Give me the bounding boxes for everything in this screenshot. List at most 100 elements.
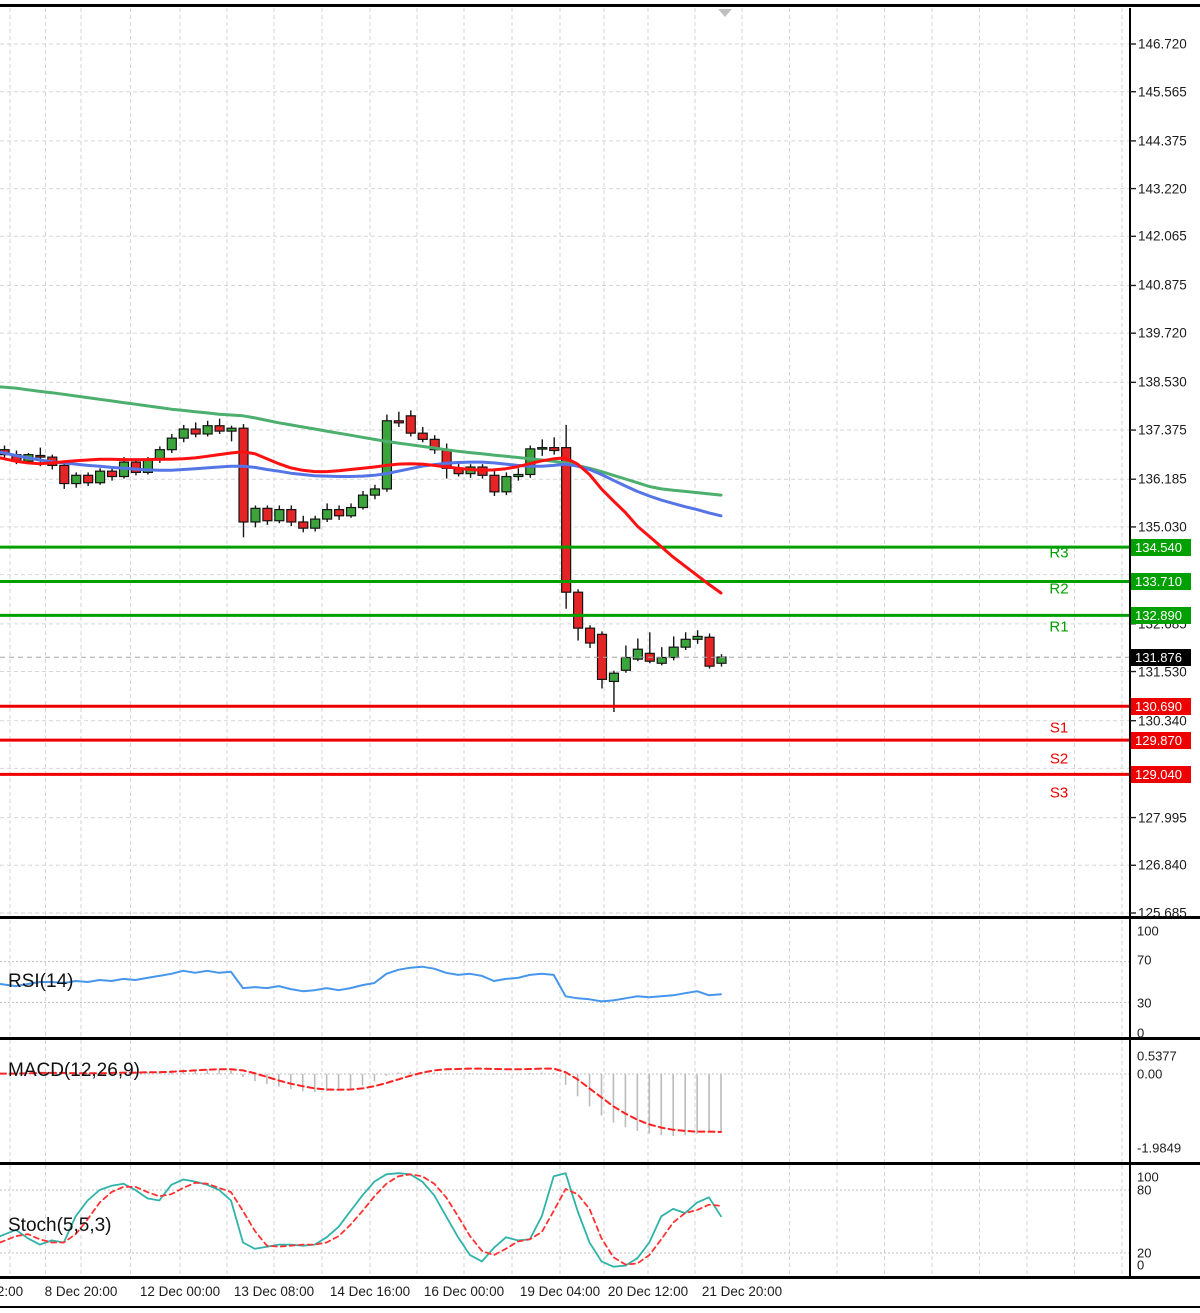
candle-body bbox=[322, 508, 333, 520]
macd-scale-label: 0.5377 bbox=[1137, 1048, 1177, 1064]
price-axis-label: 140.875 bbox=[1138, 277, 1187, 293]
candle-body bbox=[429, 438, 440, 451]
panel-separator bbox=[0, 1276, 1200, 1279]
ma-blue-line bbox=[0, 450, 723, 518]
candle-body bbox=[632, 648, 643, 660]
price-axis-label: 130.340 bbox=[1138, 713, 1187, 729]
price-axis-label: 142.065 bbox=[1138, 228, 1187, 244]
price-axis-label: 125.685 bbox=[1138, 905, 1187, 921]
price-axis-label: 127.995 bbox=[1138, 810, 1187, 826]
candle-body bbox=[334, 508, 345, 517]
candle-body bbox=[250, 507, 261, 523]
candle-body bbox=[668, 646, 679, 659]
time-axis[interactable]: 2:00 8 Dec 20:00 12 Dec 00:00 13 Dec 08:00 1… bbox=[0, 1279, 1200, 1306]
candle-body bbox=[166, 437, 177, 451]
time-axis-label: 2:00 bbox=[0, 1284, 24, 1299]
current-price-badge: 131.876 bbox=[1131, 648, 1191, 666]
candle-body bbox=[262, 507, 273, 522]
rsi-line bbox=[0, 965, 722, 1003]
price-axis-label: 137.375 bbox=[1138, 422, 1187, 438]
rsi-scale-label: 100 bbox=[1137, 923, 1159, 939]
candle-body bbox=[286, 508, 297, 523]
candle-body bbox=[405, 415, 416, 434]
macd-signal-line bbox=[0, 1067, 722, 1133]
panel-separator bbox=[0, 1162, 1200, 1165]
candle-body bbox=[238, 427, 249, 523]
support-1-price-badge: 130.690 bbox=[1131, 697, 1191, 715]
resistance-level-label-r1[interactable]: R1 bbox=[1049, 618, 1069, 636]
time-axis-label: 13 Dec 08:00 bbox=[233, 1284, 315, 1299]
time-axis-label: 21 Dec 20:00 bbox=[701, 1284, 783, 1299]
price-axis-label: 144.375 bbox=[1138, 133, 1187, 149]
candle-body bbox=[71, 474, 82, 485]
candle-body bbox=[561, 447, 572, 593]
candle-body bbox=[298, 521, 309, 529]
candle-body bbox=[202, 425, 213, 435]
candle-body bbox=[572, 591, 584, 629]
candle-body bbox=[656, 656, 667, 664]
candle-body bbox=[130, 461, 142, 474]
stoch-scale-label: 100 bbox=[1137, 1169, 1159, 1185]
time-axis-label: 19 Dec 04:00 bbox=[519, 1284, 601, 1299]
window-top-border bbox=[0, 4, 1200, 7]
stoch-scale-label: 80 bbox=[1137, 1182, 1152, 1198]
stoch-scale-label: 20 bbox=[1137, 1245, 1152, 1261]
support-level-label-s3[interactable]: S3 bbox=[1049, 784, 1069, 802]
resistance-3-price-badge: 134.540 bbox=[1131, 538, 1191, 556]
rsi-scale-label: 70 bbox=[1137, 952, 1152, 968]
window-bottom-border bbox=[0, 1306, 1200, 1308]
stoch-scale-label: 0 bbox=[1137, 1257, 1145, 1273]
resistance-level-label-r2[interactable]: R2 bbox=[1049, 580, 1069, 598]
candle-body bbox=[310, 518, 321, 529]
ma-red-line bbox=[0, 450, 723, 595]
price-axis-label: 138.530 bbox=[1138, 374, 1187, 390]
candle-body bbox=[357, 494, 369, 509]
candle-body bbox=[94, 470, 106, 484]
panel-separator bbox=[0, 916, 1200, 919]
candle-body bbox=[369, 488, 381, 496]
candle-body bbox=[537, 447, 548, 450]
candle-body bbox=[513, 473, 524, 478]
rsi-indicator-label: RSI(14) bbox=[8, 971, 74, 992]
candle-body bbox=[59, 464, 70, 485]
price-axis-label: 126.840 bbox=[1138, 857, 1187, 873]
candle-body bbox=[214, 425, 225, 432]
candle-body bbox=[226, 427, 237, 432]
resistance-level-label-r3[interactable]: R3 bbox=[1049, 544, 1069, 562]
stoch-d-line bbox=[0, 1173, 722, 1266]
candle-body bbox=[489, 474, 500, 493]
ma-green-line bbox=[0, 385, 723, 497]
candle-body bbox=[393, 420, 404, 424]
support-level-label-s1[interactable]: S1 bbox=[1049, 719, 1069, 737]
price-axis-label: 131.530 bbox=[1138, 664, 1187, 680]
candle-body bbox=[35, 454, 46, 458]
price-axis-label: 143.220 bbox=[1138, 181, 1187, 197]
rsi-scale-label: 0 bbox=[1137, 1025, 1145, 1041]
candle-body bbox=[680, 638, 691, 648]
macd-scale-label: 0.00 bbox=[1137, 1066, 1163, 1082]
macd-indicator-label: MACD(12,26,9) bbox=[8, 1060, 140, 1081]
candle-body bbox=[178, 428, 189, 439]
chart-shift-marker-icon bbox=[718, 9, 732, 17]
resistance-2-price-badge: 133.710 bbox=[1131, 572, 1191, 590]
time-axis-label: 14 Dec 16:00 bbox=[329, 1284, 411, 1299]
stoch-indicator-label: Stoch(5,5,3) bbox=[8, 1215, 112, 1236]
candle-body bbox=[381, 420, 392, 490]
time-axis-label: 8 Dec 20:00 bbox=[44, 1284, 118, 1299]
candle-body bbox=[274, 508, 285, 522]
price-axis-label: 136.185 bbox=[1138, 471, 1187, 487]
candle-body bbox=[704, 636, 715, 667]
rsi-scale-label: 30 bbox=[1137, 995, 1152, 1011]
candle-body bbox=[345, 506, 357, 517]
panel-separator bbox=[0, 1037, 1200, 1040]
support-level-label-s2[interactable]: S2 bbox=[1049, 750, 1069, 768]
price-axis-label: 146.720 bbox=[1138, 36, 1187, 52]
price-axis-label: 135.030 bbox=[1138, 519, 1187, 535]
price-axis-label: 139.720 bbox=[1138, 325, 1187, 341]
macd-scale-label: -1.9849 bbox=[1137, 1140, 1182, 1156]
stoch-k-line bbox=[0, 1172, 722, 1268]
candle-body bbox=[584, 627, 596, 644]
candle-body bbox=[190, 428, 201, 435]
